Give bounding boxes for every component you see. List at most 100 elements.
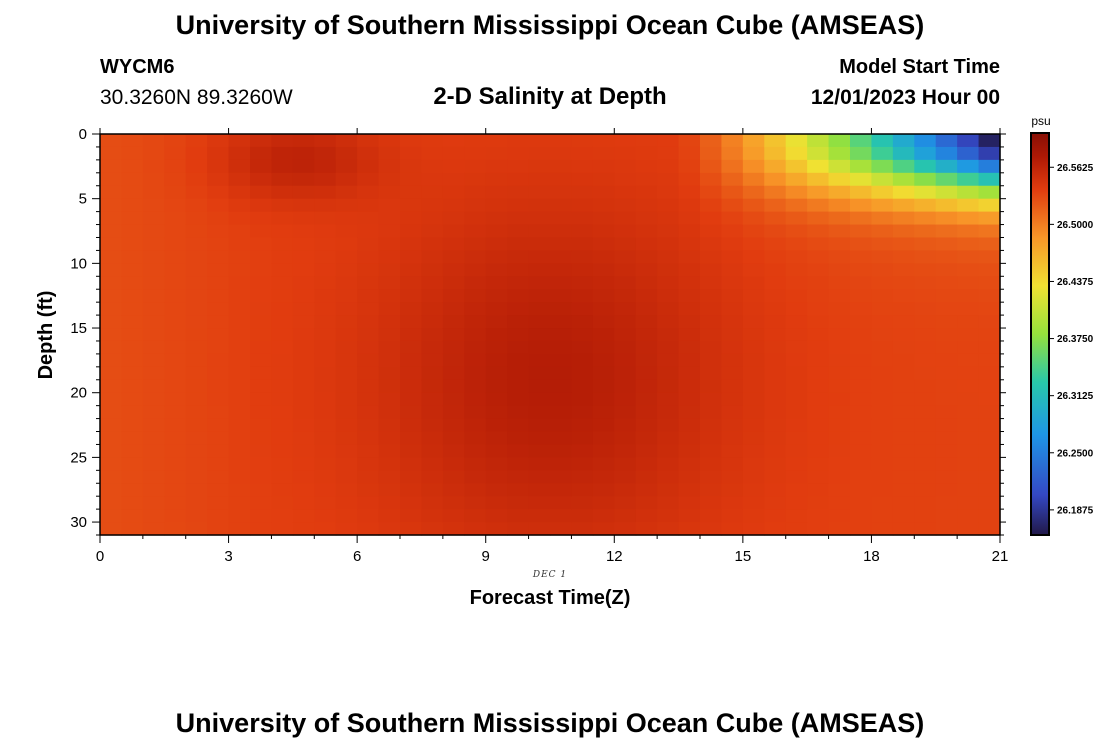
heatmap-cell xyxy=(571,250,594,264)
heatmap-cell xyxy=(271,250,294,264)
heatmap-cell xyxy=(400,470,423,484)
heatmap-cell xyxy=(828,444,851,458)
heatmap-cell xyxy=(550,172,573,187)
heatmap-cell xyxy=(314,366,337,381)
heatmap-cell xyxy=(207,159,230,174)
heatmap-cell xyxy=(742,496,765,510)
heatmap-cell xyxy=(271,444,294,458)
heatmap-cell xyxy=(292,276,315,290)
heatmap-cell xyxy=(914,211,937,226)
heatmap-cell xyxy=(785,250,808,264)
heatmap-cell xyxy=(700,496,723,510)
heatmap-cell xyxy=(592,159,615,174)
heatmap-cell xyxy=(357,340,380,355)
heatmap-cell xyxy=(421,250,444,264)
heatmap-cell xyxy=(871,509,894,523)
heatmap-cell xyxy=(378,509,401,523)
heatmap-cell xyxy=(292,198,315,213)
heatmap-cell xyxy=(614,237,637,252)
colorbar-label: 26.3125 xyxy=(1057,391,1094,402)
heatmap-cell xyxy=(378,302,401,316)
heatmap-cell xyxy=(442,496,465,510)
heatmap-cell xyxy=(571,328,594,342)
heatmap-cell xyxy=(785,237,808,252)
heatmap-cell xyxy=(571,522,594,536)
heatmap-cell xyxy=(378,315,401,329)
heatmap-cell xyxy=(271,315,294,329)
heatmap-cell xyxy=(314,405,337,420)
heatmap-cell xyxy=(850,289,873,303)
heatmap-cell xyxy=(464,405,487,420)
heatmap-cell xyxy=(228,289,251,303)
heatmap-cell xyxy=(314,237,337,252)
heatmap-cell xyxy=(785,302,808,316)
heatmap-cell xyxy=(721,353,744,368)
heatmap-cell xyxy=(957,328,980,342)
heatmap-cell xyxy=(850,509,873,523)
y-tick-label: 20 xyxy=(70,385,87,402)
heatmap-cell xyxy=(550,418,573,433)
heatmap-cell xyxy=(485,509,508,523)
heatmap-cell xyxy=(400,302,423,316)
heatmap-cell xyxy=(721,444,744,458)
heatmap-cell xyxy=(742,418,765,433)
heatmap-cell xyxy=(657,263,680,277)
heatmap-cell xyxy=(764,392,787,407)
heatmap-cell xyxy=(100,470,123,484)
heatmap-cell xyxy=(292,289,315,303)
heatmap-cell xyxy=(400,289,423,303)
heatmap-cell xyxy=(635,405,658,420)
heatmap-cell xyxy=(100,263,123,277)
heatmap-cell xyxy=(100,185,123,200)
heatmap-cell xyxy=(871,353,894,368)
heatmap-cell xyxy=(828,198,851,213)
heatmap-cell xyxy=(271,509,294,523)
heatmap-cell xyxy=(421,340,444,355)
heatmap-cell xyxy=(528,276,551,290)
heatmap-cell xyxy=(207,340,230,355)
heatmap-cell xyxy=(442,276,465,290)
heatmap-cell xyxy=(100,198,123,213)
heatmap-cell xyxy=(828,418,851,433)
heatmap-cell xyxy=(271,470,294,484)
heatmap-cell xyxy=(935,315,958,329)
heatmap-cell xyxy=(764,276,787,290)
heatmap-cell xyxy=(100,340,123,355)
heatmap-cell xyxy=(207,496,230,510)
heatmap-cell xyxy=(550,353,573,368)
heatmap-cell xyxy=(421,496,444,510)
heatmap-cell xyxy=(335,289,358,303)
heatmap-cell xyxy=(314,211,337,226)
heatmap-cell xyxy=(828,457,851,471)
heatmap-cell xyxy=(614,457,637,471)
heatmap-cell xyxy=(635,366,658,381)
heatmap-cell xyxy=(614,509,637,523)
heatmap-cell xyxy=(935,340,958,355)
heatmap-cell xyxy=(828,302,851,316)
heatmap-cell xyxy=(935,366,958,381)
heatmap-cell xyxy=(228,470,251,484)
heatmap-cell xyxy=(892,315,915,329)
heatmap-cell xyxy=(742,198,765,213)
heatmap-cell xyxy=(464,366,487,381)
heatmap-cell xyxy=(850,263,873,277)
station-coordinates: 30.3260N 89.3260W xyxy=(100,86,293,109)
heatmap-cell xyxy=(850,276,873,290)
heatmap-cell xyxy=(978,276,1001,290)
heatmap-cell xyxy=(142,328,165,342)
heatmap-cell xyxy=(121,276,144,290)
heatmap-cell xyxy=(871,328,894,342)
heatmap-cell xyxy=(292,185,315,200)
heatmap-cell xyxy=(635,134,658,148)
heatmap-cell xyxy=(335,483,358,497)
plot-subtitle: 2-D Salinity at Depth xyxy=(433,83,667,110)
heatmap-cell xyxy=(271,237,294,252)
heatmap-cell xyxy=(357,172,380,187)
heatmap-cell xyxy=(742,366,765,381)
x-tick-label: 3 xyxy=(224,548,232,565)
heatmap-cell xyxy=(421,172,444,187)
heatmap-cell xyxy=(592,172,615,187)
heatmap-cell xyxy=(957,431,980,446)
heatmap-cell xyxy=(850,315,873,329)
heatmap-cell xyxy=(400,263,423,277)
